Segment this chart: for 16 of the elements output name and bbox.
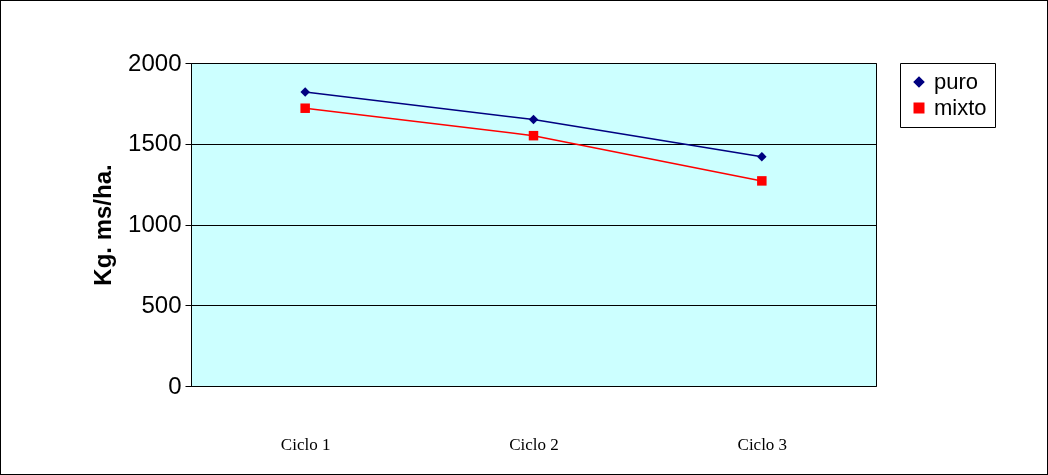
point bbox=[528, 130, 539, 141]
y-tick-label: 500 bbox=[141, 290, 182, 318]
point bbox=[757, 176, 767, 186]
y-tick-label: 1000 bbox=[128, 210, 182, 237]
x-tick-label: Ciclo 3 bbox=[737, 434, 788, 454]
legend-label: mixto bbox=[934, 95, 987, 120]
point bbox=[300, 103, 310, 113]
point bbox=[528, 114, 539, 125]
y-axis-title: Kg. ms/ha. bbox=[89, 164, 117, 286]
point bbox=[757, 151, 767, 162]
x-tick-label: Ciclo 1 bbox=[280, 434, 331, 454]
y-tick-label: 0 bbox=[168, 371, 182, 399]
legend-label: puro bbox=[934, 69, 979, 94]
y-tick-label: 2000 bbox=[128, 48, 182, 76]
x-tick-label: Ciclo 2 bbox=[509, 434, 559, 454]
y-tick-label: 1500 bbox=[128, 129, 182, 157]
